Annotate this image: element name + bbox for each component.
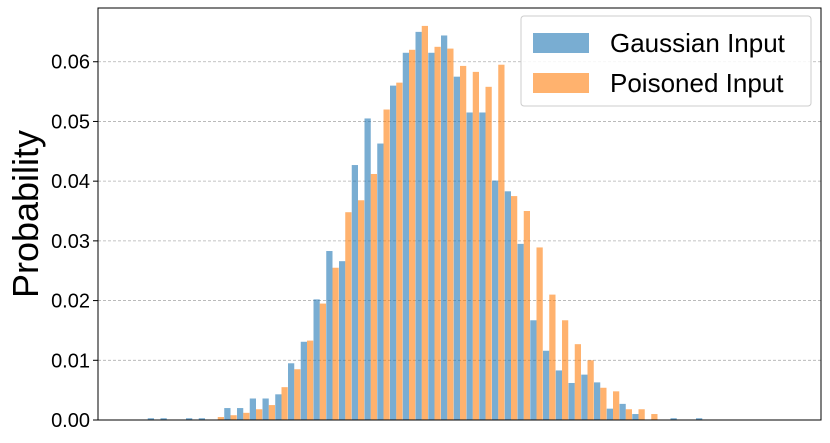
bar-gaussian <box>415 31 422 420</box>
bar-gaussian <box>504 191 511 420</box>
bar-poisoned <box>421 25 428 420</box>
legend-box <box>520 15 812 107</box>
bar-poisoned <box>587 360 594 420</box>
bar-gaussian <box>237 408 244 420</box>
bar-gaussian <box>517 243 524 420</box>
legend-swatch-gaussian <box>533 33 589 53</box>
bar-poisoned <box>217 417 224 420</box>
bar-gaussian <box>555 370 562 420</box>
bar-poisoned <box>600 387 607 420</box>
legend-swatch-poisoned <box>533 73 589 93</box>
bars <box>147 25 703 421</box>
bar-gaussian <box>339 261 346 420</box>
bar-poisoned <box>460 65 467 421</box>
bar-poisoned <box>472 71 479 420</box>
bar-poisoned <box>396 82 403 420</box>
y-tick-label: 0.03 <box>51 231 90 253</box>
bar-poisoned <box>447 48 454 420</box>
y-tick-label: 0.02 <box>51 291 90 313</box>
bar-poisoned <box>358 200 365 420</box>
bar-poisoned <box>243 412 250 420</box>
bar-gaussian <box>594 382 601 420</box>
legend: Gaussian Input Poisoned Input <box>520 15 812 107</box>
bar-gaussian <box>198 418 205 420</box>
bar-poisoned <box>562 320 569 420</box>
bar-gaussian <box>402 52 409 420</box>
bar-gaussian <box>619 403 626 420</box>
bar-gaussian <box>453 76 460 421</box>
bar-gaussian <box>696 418 703 420</box>
bar-poisoned <box>511 196 518 420</box>
legend-label-gaussian: Gaussian Input <box>610 28 786 58</box>
bar-poisoned <box>307 340 314 420</box>
bar-gaussian <box>275 394 282 420</box>
y-tick-label: 0.01 <box>51 350 90 372</box>
bar-gaussian <box>530 320 537 420</box>
bar-gaussian <box>390 85 397 421</box>
bar-gaussian <box>300 341 307 420</box>
bar-gaussian <box>670 418 677 420</box>
bar-gaussian <box>351 165 358 420</box>
bar-gaussian <box>543 350 550 420</box>
bar-poisoned <box>485 86 492 420</box>
bar-gaussian <box>377 143 384 421</box>
bar-poisoned <box>638 409 645 420</box>
bar-poisoned <box>498 64 505 420</box>
bar-poisoned <box>256 409 263 420</box>
bar-poisoned <box>294 369 301 420</box>
bar-poisoned <box>536 247 543 420</box>
y-tick-label: 0.05 <box>51 111 90 133</box>
bar-poisoned <box>230 415 237 420</box>
bar-poisoned <box>434 46 441 421</box>
bar-poisoned <box>268 405 275 420</box>
bar-gaussian <box>441 35 448 420</box>
bar-gaussian <box>466 112 473 421</box>
y-tick-label: 0.04 <box>51 171 90 193</box>
bar-gaussian <box>632 414 639 420</box>
bar-poisoned <box>319 303 326 420</box>
bar-gaussian <box>606 408 613 420</box>
bar-gaussian <box>326 251 333 420</box>
y-tick-label: 0.06 <box>51 52 90 74</box>
bar-gaussian <box>288 363 295 420</box>
bar-poisoned <box>613 391 620 420</box>
bar-poisoned <box>383 109 390 420</box>
bar-gaussian <box>492 180 499 420</box>
y-axis-label: Probability <box>5 130 46 298</box>
bar-poisoned <box>625 409 632 420</box>
bar-poisoned <box>345 212 352 420</box>
y-axis-ticks: 0.00 0.01 0.02 0.03 0.04 0.05 0.06 <box>51 52 98 432</box>
bar-gaussian <box>479 112 486 421</box>
bar-poisoned <box>523 211 530 420</box>
bar-gaussian <box>147 418 154 420</box>
bar-gaussian <box>568 382 575 420</box>
bar-poisoned <box>332 267 339 420</box>
bar-poisoned <box>549 294 556 420</box>
bar-gaussian <box>160 418 167 420</box>
bar-gaussian <box>186 418 193 420</box>
bar-gaussian <box>224 408 231 420</box>
bar-gaussian <box>313 299 320 420</box>
plot-frame <box>97 7 822 421</box>
legend-label-poisoned: Poisoned Input <box>610 68 784 98</box>
bar-poisoned <box>651 414 658 420</box>
bar-poisoned <box>409 49 416 421</box>
bar-poisoned <box>370 173 377 420</box>
bar-gaussian <box>249 398 256 420</box>
bar-gaussian <box>428 52 435 420</box>
bar-poisoned <box>574 344 581 420</box>
bar-poisoned <box>281 387 288 420</box>
bar-gaussian <box>262 398 269 420</box>
y-tick-label: 0.00 <box>51 410 90 432</box>
bar-gaussian <box>581 374 588 420</box>
bar-gaussian <box>364 118 371 421</box>
